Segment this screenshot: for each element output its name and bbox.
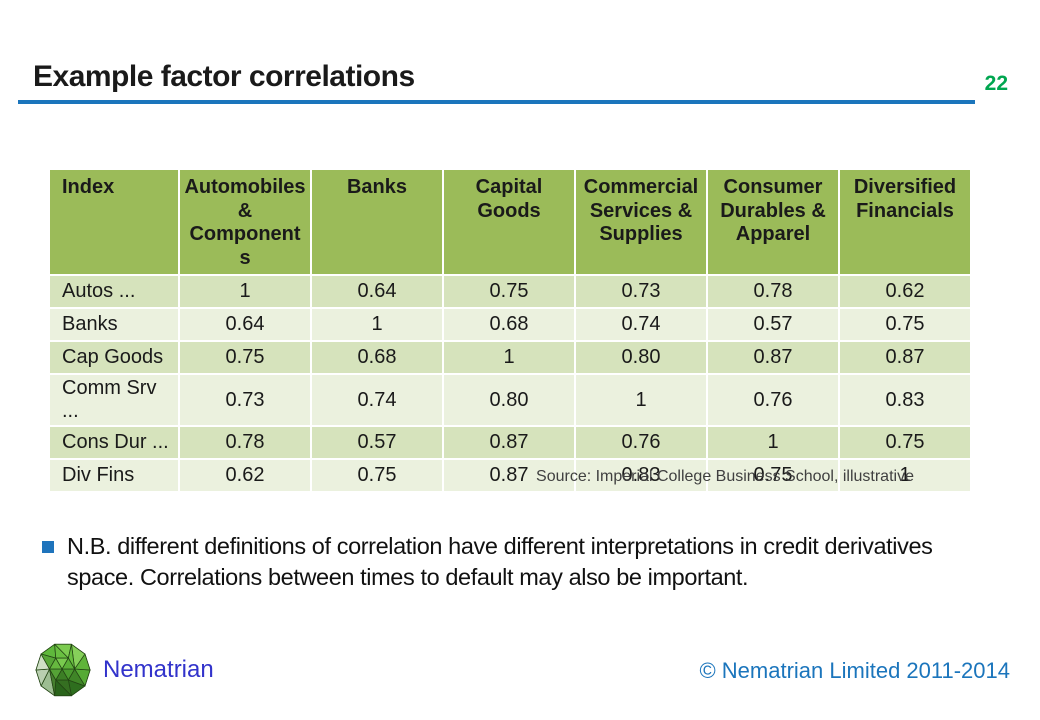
cell-value: 0.78 xyxy=(708,276,838,308)
cell-value: 1 xyxy=(840,460,970,492)
cell-value: 1 xyxy=(576,375,706,426)
col-header-commercial-services: Commercial Services & Supplies xyxy=(576,170,706,275)
cell-value: 0.62 xyxy=(180,460,310,492)
cell-value: 0.76 xyxy=(576,427,706,459)
cell-value: 0.78 xyxy=(180,427,310,459)
cell-value: 0.57 xyxy=(708,309,838,341)
row-label: Autos ... xyxy=(50,276,178,308)
nb-note: N.B. different definitions of correlatio… xyxy=(42,531,967,593)
cell-value: 0.64 xyxy=(312,276,442,308)
table-row: Comm Srv ... 0.73 0.74 0.80 1 0.76 0.83 xyxy=(50,375,970,426)
page-title: Example factor correlations xyxy=(33,60,415,93)
cell-value: 1 xyxy=(180,276,310,308)
cell-value: 0.64 xyxy=(180,309,310,341)
cell-value: 0.87 xyxy=(444,460,574,492)
row-label: Cap Goods xyxy=(50,342,178,374)
cell-value: 0.87 xyxy=(840,342,970,374)
cell-value: 0.75 xyxy=(312,460,442,492)
cell-value: 0.75 xyxy=(840,427,970,459)
source-note: Source: Imperial College Business School… xyxy=(536,468,914,485)
page-number: 22 xyxy=(984,72,1008,95)
cell-value: 0.75 xyxy=(708,460,838,492)
copyright-text: © Nematrian Limited 2011-2014 xyxy=(699,658,1010,683)
cell-value: 0.87 xyxy=(708,342,838,374)
cell-value: 0.57 xyxy=(312,427,442,459)
nb-note-text: N.B. different definitions of correlatio… xyxy=(67,533,933,590)
cell-value: 0.74 xyxy=(312,375,442,426)
cell-value: 0.68 xyxy=(312,342,442,374)
cell-value: 0.74 xyxy=(576,309,706,341)
table-row: Cap Goods 0.75 0.68 1 0.80 0.87 0.87 xyxy=(50,342,970,374)
row-label: Banks xyxy=(50,309,178,341)
col-header-automobiles: Automobiles & Components xyxy=(180,170,310,275)
cell-value: 0.75 xyxy=(180,342,310,374)
cell-value: 0.80 xyxy=(444,375,574,426)
cell-value: 0.87 xyxy=(444,427,574,459)
brand-name: Nematrian xyxy=(103,656,214,683)
cell-value: 1 xyxy=(312,309,442,341)
cell-value: 0.75 xyxy=(444,276,574,308)
table-header-row: Index Automobiles & Components Banks Cap… xyxy=(50,170,970,275)
correlation-table: Index Automobiles & Components Banks Cap… xyxy=(48,168,972,493)
table-row: Div Fins 0.62 0.75 0.87 0.83 0.75 1 xyxy=(50,460,970,492)
cell-value: 0.83 xyxy=(576,460,706,492)
title-divider-rule xyxy=(18,100,975,104)
cell-value: 1 xyxy=(708,427,838,459)
cell-value: 0.62 xyxy=(840,276,970,308)
row-label: Cons Dur ... xyxy=(50,427,178,459)
cell-value: 0.80 xyxy=(576,342,706,374)
cell-value: 0.73 xyxy=(576,276,706,308)
col-header-diversified-financials: Diversified Financials xyxy=(840,170,970,275)
col-header-capital-goods: Capital Goods xyxy=(444,170,574,275)
row-label: Comm Srv ... xyxy=(50,375,178,426)
table-row: Banks 0.64 1 0.68 0.74 0.57 0.75 xyxy=(50,309,970,341)
table-row: Cons Dur ... 0.78 0.57 0.87 0.76 1 0.75 xyxy=(50,427,970,459)
cell-value: 0.83 xyxy=(840,375,970,426)
cell-value: 0.68 xyxy=(444,309,574,341)
cell-value: 1 xyxy=(444,342,574,374)
cell-value: 0.76 xyxy=(708,375,838,426)
nematrian-logo-icon xyxy=(35,643,91,697)
col-header-consumer-durables: Consumer Durables & Apparel xyxy=(708,170,838,275)
col-header-banks: Banks xyxy=(312,170,442,275)
bullet-square-icon xyxy=(42,541,54,553)
cell-value: 0.73 xyxy=(180,375,310,426)
row-label: Div Fins xyxy=(50,460,178,492)
correlation-table-container: Index Automobiles & Components Banks Cap… xyxy=(48,168,970,493)
table-row: Autos ... 1 0.64 0.75 0.73 0.78 0.62 xyxy=(50,276,970,308)
col-header-index: Index xyxy=(50,170,178,275)
cell-value: 0.75 xyxy=(840,309,970,341)
